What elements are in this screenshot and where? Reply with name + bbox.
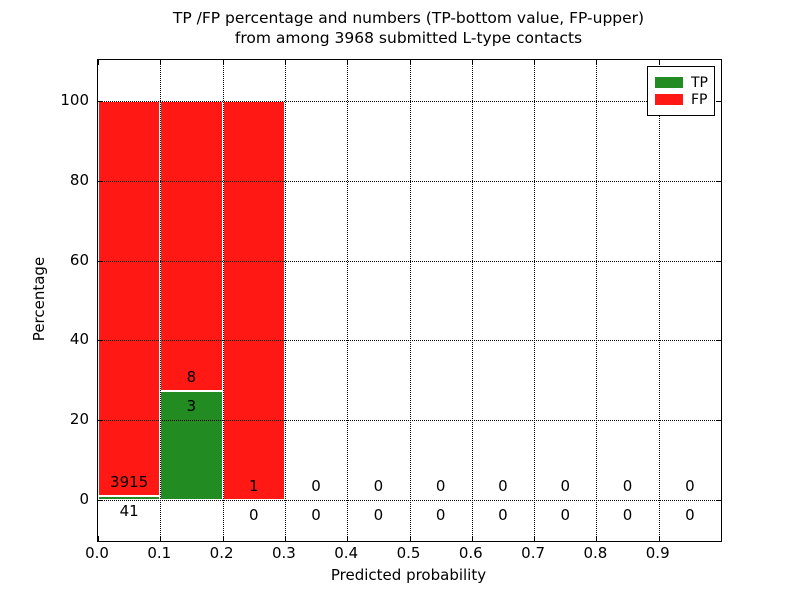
y-tick-mark-right [716,499,721,501]
bar-count-label-tp: 0 [498,505,508,524]
bar-count-label-tp: 3 [186,397,197,416]
x-tick-label: 0.1 [147,544,172,562]
y-tick-label: 0 [79,489,89,508]
legend-swatch-tp-icon [655,77,683,88]
chart-title: TP /FP percentage and numbers (TP-bottom… [97,8,720,48]
x-tick-mark-top [534,60,536,65]
y-tick-mark-right [716,340,721,342]
bar-count-label-fp: 0 [498,476,508,495]
bar-count-label-tp: 0 [311,505,321,524]
x-tick-mark-bottom [658,536,660,541]
x-tick-mark-bottom [284,536,286,541]
y-tick-mark-left [98,101,103,103]
bar-tp [160,391,223,500]
legend-label: TP [691,74,708,91]
bar-count-label-fp: 0 [373,476,384,495]
bar-fp [222,101,285,500]
bar-count-label-tp: 0 [622,505,633,524]
bar-count-label-fp: 1 [248,476,259,495]
grid-line-vertical [596,60,598,541]
bar-fp [98,101,161,496]
x-tick-mark-bottom [98,536,99,541]
bar-count-label-tp: 0 [685,505,695,524]
grid-line-vertical [471,60,473,541]
y-tick-label: 40 [69,330,89,349]
x-tick-mark-bottom [347,536,349,541]
bar-count-label-tp: 0 [435,505,446,524]
x-tick-mark-bottom [596,536,598,541]
y-tick-mark-left [98,180,103,182]
bar-count-label-fp: 8 [186,368,197,387]
y-tick-mark-left [98,499,103,501]
x-tick-mark-top [160,60,162,65]
x-tick-mark-top [98,60,99,65]
bar-count-label-tp: 0 [560,505,571,524]
x-tick-label: 0.4 [334,544,359,562]
grid-line-vertical [409,60,411,541]
grid-line-vertical [534,60,536,541]
y-tick-mark-left [98,340,103,342]
x-tick-label: 0.7 [521,544,546,562]
y-tick-mark-right [716,101,721,103]
y-axis-label: Percentage [30,256,48,342]
plot-area: TP FP 3915 41 8 3 1 0 0 0 0 0 0 0 0 0 0 0 0 0 0 0 [97,59,722,542]
legend-swatch-fp-icon [655,94,683,105]
grid-line-vertical [222,60,224,541]
x-tick-label: 0.0 [85,544,109,562]
bar-count-label-fp: 0 [622,476,633,495]
x-tick-mark-top [471,60,473,65]
y-tick-mark-right [716,420,721,422]
bar-count-label-fp: 0 [685,476,695,495]
x-tick-mark-top [658,60,660,65]
bar-count-label-fp: 3915 [110,472,149,491]
bar-count-label-tp: 41 [119,501,139,520]
bar-count-label-fp: 0 [435,476,446,495]
x-tick-mark-bottom [222,536,224,541]
y-tick-mark-right [716,180,721,182]
chart-title-line2: from among 3968 submitted L-type contact… [234,29,583,47]
grid-line-vertical [658,60,660,541]
legend-label: FP [691,91,708,108]
x-tick-label: 0.5 [396,544,421,562]
y-tick-label: 100 [60,91,89,110]
bar-count-label-tp: 0 [248,505,259,524]
chart-title-line1: TP /FP percentage and numbers (TP-bottom… [172,9,645,27]
y-tick-label: 80 [69,170,89,189]
x-tick-mark-top [222,60,224,65]
x-tick-label: 0.3 [271,544,296,562]
x-tick-mark-bottom [160,536,162,541]
y-tick-label: 20 [69,410,89,429]
bar-count-label-tp: 0 [373,505,384,524]
x-tick-label: 0.2 [209,544,234,562]
legend-item: TP [655,74,708,91]
grid-line-vertical [284,60,286,541]
x-tick-label: 0.8 [583,544,608,562]
x-tick-mark-top [284,60,286,65]
x-tick-mark-bottom [471,536,473,541]
y-tick-mark-left [98,420,103,422]
y-tick-label: 60 [69,250,89,269]
bar-count-label-fp: 0 [311,476,321,495]
x-tick-mark-bottom [534,536,536,541]
legend: TP FP [647,66,715,116]
x-tick-mark-top [596,60,598,65]
grid-line-vertical [160,60,162,541]
bar-count-label-fp: 0 [560,476,571,495]
bar-fp [160,101,223,392]
x-tick-mark-top [347,60,349,65]
legend-item: FP [655,91,708,108]
x-tick-label: 0.6 [458,544,483,562]
y-tick-mark-left [98,260,103,262]
y-tick-mark-right [716,260,721,262]
x-axis-label: Predicted probability [330,566,487,584]
x-tick-mark-bottom [409,536,411,541]
x-tick-mark-top [409,60,411,65]
grid-line-vertical [347,60,349,541]
x-tick-label: 0.9 [645,544,670,562]
bar-tp [98,495,161,500]
